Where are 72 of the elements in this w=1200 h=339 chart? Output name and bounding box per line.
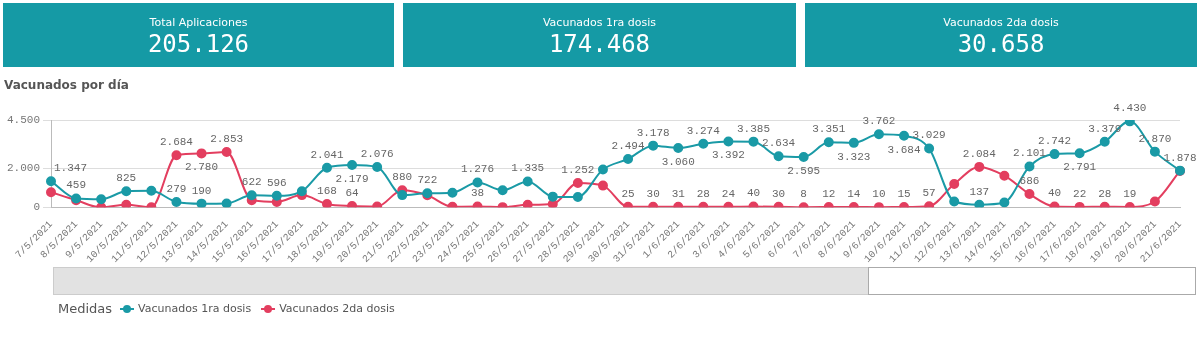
data-label: 15 xyxy=(897,187,911,200)
data-label: 1.335 xyxy=(511,162,545,175)
data-label: 25 xyxy=(621,187,635,200)
data-label: 190 xyxy=(191,184,212,197)
data-label: 2.041 xyxy=(310,148,344,161)
data-label: 24 xyxy=(721,187,736,200)
legend-title: Medidas xyxy=(58,301,113,316)
data-label: 596 xyxy=(266,176,287,189)
data-label: 8 xyxy=(800,188,807,201)
data-label: 2.494 xyxy=(611,139,645,152)
data-label: 38 xyxy=(470,187,485,200)
data-label: 30 xyxy=(771,187,786,200)
text: 30.658 xyxy=(956,30,1046,58)
data-label: 31 xyxy=(671,187,686,200)
data-label: 2.101 xyxy=(1012,147,1047,160)
data-label: 22 xyxy=(1073,187,1087,200)
data-label: 2.084 xyxy=(962,147,997,160)
data-label: 3.392 xyxy=(711,149,745,162)
text: Vacunados 1ra dosis xyxy=(541,16,658,29)
data-label: 3.274 xyxy=(686,124,721,137)
data-label: 722 xyxy=(417,174,438,187)
data-label: 1.252 xyxy=(561,163,595,176)
data-label: 1.276 xyxy=(461,163,495,176)
text: Total Aplicaciones xyxy=(148,16,249,29)
legend-label: Vacunados 1ra dosis xyxy=(138,302,252,315)
legend-label: Vacunados 2da dosis xyxy=(279,302,395,315)
data-label: 30 xyxy=(646,187,660,200)
data-label: 279 xyxy=(166,182,187,195)
data-label: 2.684 xyxy=(159,136,194,149)
data-label: 2.853 xyxy=(210,132,244,145)
data-label: 1.347 xyxy=(54,162,88,175)
data-label: 40 xyxy=(746,187,761,200)
data-label: 880 xyxy=(392,171,413,184)
y-tick-label: 2.000 xyxy=(6,162,41,175)
y-tick-label: 4.500 xyxy=(6,113,41,126)
data-label: 64 xyxy=(345,186,360,199)
data-label: 459 xyxy=(66,179,86,192)
data-label: 3.323 xyxy=(837,150,871,163)
data-label: 28 xyxy=(1098,187,1112,200)
data-label: 3.351 xyxy=(812,123,846,136)
data-label: 3.178 xyxy=(636,126,670,139)
data-label: 168 xyxy=(317,184,337,197)
text: Vacunados 2da dosis xyxy=(942,16,1060,29)
data-label: 686 xyxy=(1019,174,1040,187)
chart-title: Vacunados por día xyxy=(4,78,129,92)
data-label: 40 xyxy=(1047,187,1062,200)
data-label: 3.385 xyxy=(736,122,770,135)
data-label: 2.780 xyxy=(185,161,219,174)
data-label: 2.595 xyxy=(787,164,821,177)
data-label: 2.742 xyxy=(1038,135,1072,148)
data-label: 3.684 xyxy=(887,143,921,156)
data-label: 12 xyxy=(822,188,836,200)
data-label: 3.029 xyxy=(912,129,946,142)
data-label: 2.634 xyxy=(762,137,796,150)
data-label: 28 xyxy=(696,187,710,200)
data-label: 1.878 xyxy=(1163,151,1197,164)
data-label: 57 xyxy=(922,187,936,200)
data-label: 14 xyxy=(847,187,861,200)
text: 205.126 xyxy=(146,30,251,58)
y-tick-label: 0 xyxy=(33,201,41,214)
data-label: 10 xyxy=(872,188,886,201)
data-label: 2.076 xyxy=(360,147,394,160)
data-label: 3.060 xyxy=(661,155,695,168)
data-label: 622 xyxy=(241,176,262,189)
data-label: 3.762 xyxy=(862,115,896,128)
data-label: 2.179 xyxy=(335,172,369,185)
data-label: 825 xyxy=(116,172,137,185)
data-label: 2.791 xyxy=(1063,161,1097,174)
data-label: 4.430 xyxy=(1113,102,1147,115)
data-label: 137 xyxy=(969,185,990,198)
data-label: 19 xyxy=(1123,187,1137,200)
text: 174.468 xyxy=(547,30,652,58)
